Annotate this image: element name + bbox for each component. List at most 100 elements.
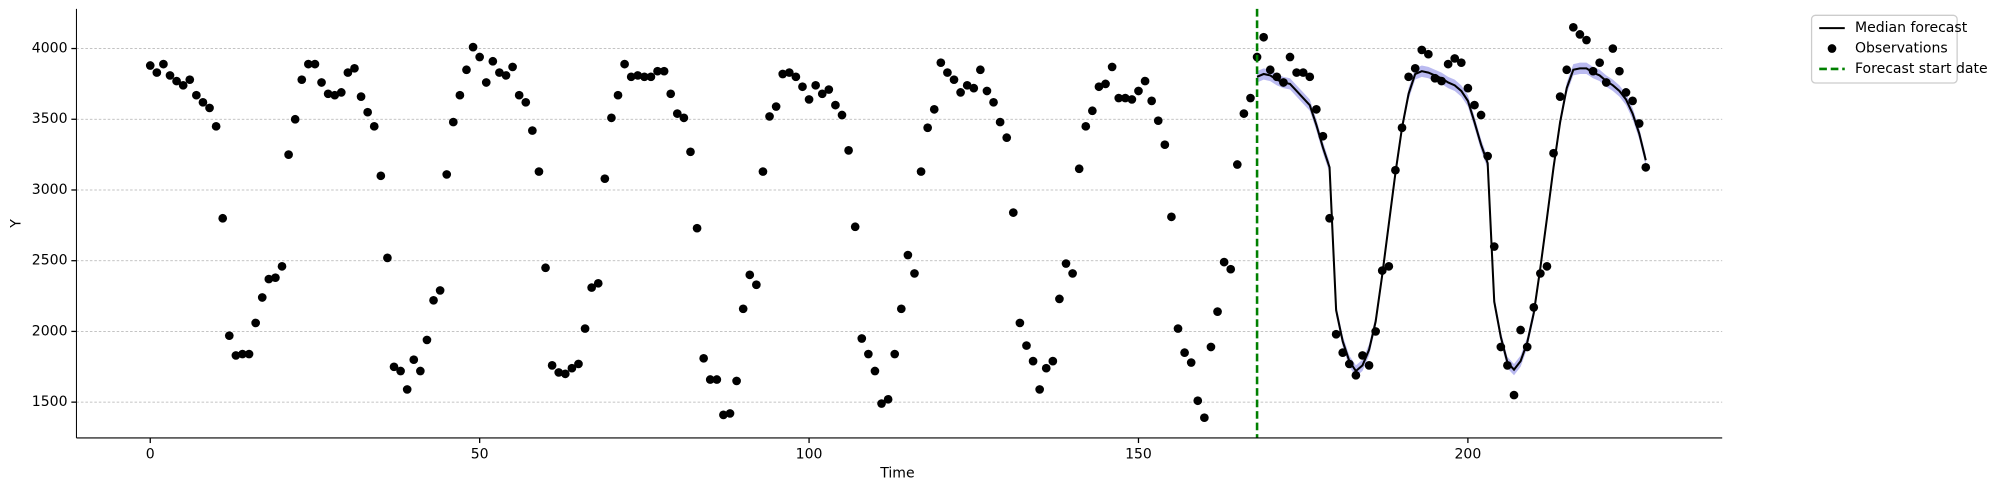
observation-point [1041, 363, 1051, 373]
observation-point [943, 68, 952, 77]
observation-point [1068, 269, 1077, 278]
observation-point [541, 263, 550, 273]
forecast-line [1256, 67, 1647, 373]
observation-point [1246, 93, 1255, 103]
observation-point [593, 278, 603, 288]
observation-point [1476, 110, 1486, 120]
observation-point [350, 64, 359, 73]
observation-point [923, 123, 932, 133]
observation-point [383, 253, 392, 263]
observation-point [1410, 64, 1420, 73]
observation-point [864, 349, 873, 359]
observation-point [976, 65, 985, 75]
observation-point [172, 76, 181, 86]
observation-point [956, 88, 965, 97]
observation-point [666, 89, 676, 99]
observation-point [1292, 68, 1301, 77]
observation-point [238, 349, 247, 359]
observation-point [659, 66, 669, 76]
observation-point [1028, 356, 1038, 366]
observation-point [587, 283, 596, 292]
observation-point [844, 146, 853, 155]
observation-point [145, 61, 155, 70]
observation-point [962, 80, 972, 90]
legend-label: Forecast start date [1855, 61, 1988, 77]
observation-point [165, 71, 175, 80]
observation-point [732, 376, 741, 386]
x-tick-label: 100 [796, 447, 823, 463]
observation-point [1265, 65, 1275, 75]
observation-point [989, 97, 998, 107]
observation-point [1312, 105, 1321, 114]
observation-point [455, 90, 465, 100]
x-tick-label: 50 [471, 447, 489, 463]
observation-point [495, 68, 504, 77]
observation-point [607, 113, 616, 123]
observation-point [1377, 266, 1387, 275]
observation-point [699, 353, 708, 363]
legend-swatch [1827, 44, 1837, 53]
observation-point [1127, 95, 1137, 104]
observation-point [929, 105, 939, 114]
observation-point [323, 89, 333, 99]
observation-point [1022, 341, 1031, 350]
observation-point [1226, 264, 1236, 274]
observation-point [1325, 213, 1334, 223]
observation-point [1536, 269, 1545, 278]
observation-point [1008, 208, 1018, 217]
observation-point [1173, 324, 1183, 333]
observation-point [1634, 119, 1644, 128]
y-tick-label: 2500 [32, 253, 68, 269]
observation-point [429, 295, 438, 305]
observation-point [1186, 358, 1196, 367]
observation-point [356, 92, 366, 101]
observation-point [1167, 212, 1176, 222]
observation-point [982, 86, 992, 96]
observation-point [1549, 148, 1558, 158]
observation-point [1582, 35, 1591, 45]
observation-point [1094, 82, 1104, 92]
observation-point [442, 170, 452, 179]
observation-point [877, 399, 886, 408]
observation-point [811, 80, 820, 90]
observation-point [672, 109, 682, 118]
observation-point [271, 273, 280, 283]
observation-point [211, 121, 221, 131]
observation-point [1529, 303, 1539, 312]
observation-point [771, 102, 781, 111]
x-tick-label: 200 [1454, 447, 1481, 463]
observation-point [745, 270, 755, 280]
observation-point [1107, 62, 1117, 72]
observation-point [264, 274, 274, 284]
observation-point [817, 89, 827, 99]
observation-point [1206, 342, 1216, 352]
observation-point [705, 375, 715, 384]
legend-box [1810, 14, 1958, 84]
observation-point [290, 114, 300, 124]
observation-point [1358, 351, 1367, 360]
observation-point [231, 351, 241, 360]
observation-point [1120, 93, 1130, 103]
observation-point [725, 409, 735, 418]
observation-point [343, 68, 353, 77]
observation-point [159, 59, 168, 69]
observation-point [613, 90, 623, 100]
observation-point [1483, 151, 1493, 161]
observation-point [1134, 86, 1143, 96]
legend-label: Median forecast [1855, 20, 1968, 36]
observation-point [1213, 307, 1222, 316]
observation-point [1437, 76, 1446, 86]
observation-point [1285, 52, 1295, 62]
observation-point [336, 88, 346, 97]
observation-point [152, 68, 162, 77]
observation-point [1575, 30, 1585, 39]
observation-point [1002, 133, 1012, 142]
y-tick-label: 2000 [32, 323, 68, 339]
observation-point [758, 167, 768, 176]
observation-point [389, 362, 399, 372]
observation-point [1443, 59, 1453, 69]
observation-point [521, 97, 531, 107]
observation-point [198, 97, 208, 107]
observation-point [916, 167, 926, 176]
observation-point [837, 110, 847, 120]
